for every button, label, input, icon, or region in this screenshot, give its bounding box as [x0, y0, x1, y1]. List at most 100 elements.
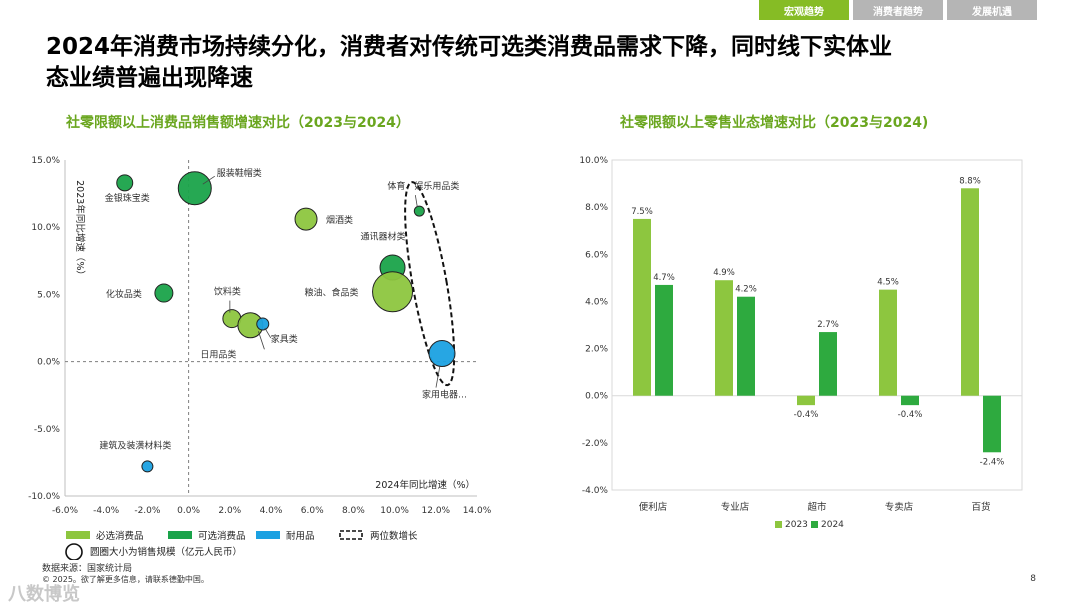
leader-line: [435, 365, 441, 388]
copyright-note: © 2025。欲了解更多信息，请联系德勤中国。: [42, 575, 209, 584]
y-tick-label: 5.0%: [37, 290, 60, 300]
legend-label: 两位数增长: [370, 530, 418, 542]
x-tick-label: 4.0%: [260, 506, 283, 516]
bubble-point: [141, 460, 154, 473]
bar-chart-title: 社零限额以上零售业态增速对比（2023与2024): [620, 115, 929, 131]
category-label: 专卖店: [885, 501, 914, 513]
bar: [715, 280, 733, 396]
source-note: 数据来源：国家统计局: [42, 564, 133, 574]
y-tick-label: 2.0%: [585, 345, 608, 355]
legend-label: 必选消费品: [96, 530, 144, 542]
bubble-point: [372, 271, 414, 313]
point-label: 家用电器…: [422, 389, 467, 401]
page-headline: 2024年消费市场持续分化，消费者对传统可选类消费品需求下降，同时线下实体业 态…: [46, 32, 1046, 94]
bar-data-label: -0.4%: [898, 410, 923, 420]
bar-data-label: -2.4%: [980, 457, 1005, 467]
headline-line-1: 2024年消费市场持续分化，消费者对传统可选类消费品需求下降，同时线下实体业: [46, 34, 893, 60]
legend-swatch: [66, 531, 90, 539]
bubble-point: [256, 317, 270, 331]
headline-line-2: 态业绩普遍出现降速: [46, 65, 253, 91]
scatter-chart-title: 社零限额以上消费品销售额增速对比（2023与2024）: [66, 115, 410, 131]
bar-data-label: 4.9%: [713, 268, 735, 278]
tab-opportunities[interactable]: 发展机遇: [947, 0, 1037, 20]
y-tick-label: 0.0%: [585, 392, 608, 402]
x-tick-label: 0.0%: [177, 506, 200, 516]
x-tick-label: 10.0%: [380, 506, 409, 516]
x-axis-title: 2024年同比增速（%）: [375, 479, 475, 491]
leader-line: [264, 327, 272, 339]
legend-label: 2023: [785, 520, 808, 530]
point-label: 建筑及装潢材料类: [99, 439, 171, 451]
bar: [655, 284, 673, 396]
bubble-point: [116, 174, 134, 192]
bar: [879, 289, 897, 396]
x-tick-label: 2.0%: [218, 506, 241, 516]
y-tick-label: 15.0%: [31, 156, 60, 166]
watermark-text: 八数博览: [8, 584, 80, 605]
x-tick-label: -2.0%: [134, 506, 161, 516]
legend-label: 耐用品: [286, 530, 315, 542]
bar-data-label: 7.5%: [631, 207, 653, 217]
x-tick-label: 8.0%: [342, 506, 365, 516]
y-tick-label: 8.0%: [585, 203, 608, 213]
page-number: 8: [1030, 574, 1036, 584]
bar-data-label: 4.2%: [735, 285, 757, 295]
leader-line: [258, 331, 265, 350]
bar-data-label: 8.8%: [959, 176, 981, 186]
category-label: 专业店: [721, 501, 750, 513]
bar: [633, 218, 651, 396]
point-label: 体育、娱乐用品类: [387, 180, 459, 192]
legend-swatch: [256, 531, 280, 539]
y-tick-label: 6.0%: [585, 250, 608, 260]
tab-consumer-trends[interactable]: 消费者趋势: [853, 0, 943, 20]
y-tick-label: 0.0%: [37, 358, 60, 368]
point-label: 金银珠宝类: [105, 192, 150, 204]
point-label: 烟酒类: [326, 214, 353, 226]
category-label: 超市: [807, 501, 827, 513]
bubble-point: [428, 340, 456, 368]
y-tick-label: -4.0%: [582, 486, 609, 496]
legend-label: 可选消费品: [198, 530, 246, 542]
x-tick-label: 12.0%: [422, 506, 451, 516]
bar: [819, 332, 837, 396]
legend-swatch: [168, 531, 192, 539]
bar-data-label: -0.4%: [794, 410, 819, 420]
legend-swatch: [775, 521, 782, 528]
legend-label: 2024: [821, 520, 844, 530]
leader-line: [414, 195, 418, 208]
point-label: 粮油、食品类: [305, 287, 359, 299]
x-tick-label: -4.0%: [93, 506, 120, 516]
category-label: 百货: [971, 501, 990, 513]
bar-data-label: 2.7%: [817, 320, 839, 330]
point-label: 日用品类: [200, 348, 236, 360]
leader-line: [202, 175, 216, 185]
legend-size-circle: [65, 543, 83, 560]
bar: [737, 296, 755, 396]
top-tabs: 宏观趋势 消费者趋势 发展机遇: [759, 0, 1037, 20]
y-tick-label: -10.0%: [28, 492, 60, 502]
x-tick-label: 6.0%: [301, 506, 324, 516]
bubble-point: [413, 205, 425, 217]
bar-chart: -4.0% -2.0% 0.0% 2.0% 4.0% 6.0% 8.0% 10.0% 7.5% 4…: [579, 156, 1023, 530]
double-digit-growth-ellipse: [404, 181, 456, 387]
y-tick-label: -5.0%: [34, 425, 61, 435]
category-label: 便利店: [639, 501, 668, 513]
bar: [961, 188, 979, 396]
y-tick-label: 10.0%: [31, 223, 60, 233]
scatter-chart: -6.0% -4.0% -2.0% 0.0% 2.0% 4.0% 6.0% 8.0% 10.0%…: [28, 156, 492, 560]
bar-data-label: 4.7%: [653, 273, 675, 283]
tab-macro-trends[interactable]: 宏观趋势: [759, 0, 849, 20]
bubble-point: [154, 283, 174, 303]
y-tick-label: -2.0%: [582, 439, 609, 449]
legend-swatch-dashed: [339, 530, 363, 540]
bubble-point: [294, 207, 318, 231]
legend-swatch: [811, 521, 818, 528]
point-label: 化妆品类: [106, 288, 142, 300]
bar: [797, 395, 815, 406]
point-label: 饮料类: [214, 286, 241, 298]
x-tick-label: -6.0%: [52, 506, 79, 516]
bar-data-label: 4.5%: [877, 278, 899, 288]
x-tick-label: 14.0%: [463, 506, 492, 516]
legend-size-note: 圆圈大小为销售规模（亿元人民币）: [90, 546, 242, 558]
point-label: 通讯器材类: [361, 231, 406, 243]
